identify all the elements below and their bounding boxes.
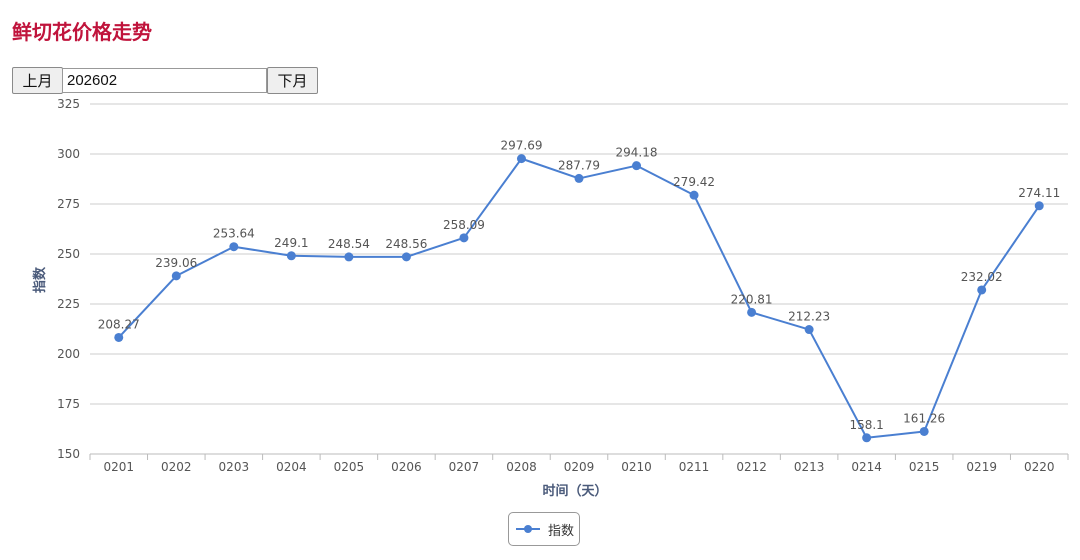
x-axis: 0201 0202 0203 0204 0205 0206 0207 0208 0209 0210… [89,453,1069,474]
data-point[interactable] [747,307,757,317]
data-label: 274.11 [1018,186,1060,200]
data-point[interactable] [286,251,296,261]
data-label: 294.18 [616,146,658,160]
data-labels: 208.27 239.06 253.64 249.1 248.54 248.56 258.0… [98,139,1060,432]
legend[interactable]: 指数 [508,512,580,546]
y-tick-label: 275 [57,197,80,211]
x-tick-label: 0205 [334,460,365,474]
data-label: 287.79 [558,158,600,172]
y-tick-label: 225 [57,297,80,311]
data-label: 158.1 [849,418,883,432]
data-label: 161.26 [903,411,945,425]
x-tick-label: 0212 [736,460,767,474]
data-label: 232.02 [961,270,1003,284]
x-tick-label: 0211 [679,460,710,474]
data-label: 253.64 [213,227,255,241]
x-tick-label: 0207 [449,460,480,474]
x-tick-label: 0220 [1024,460,1055,474]
data-label: 248.54 [328,237,370,251]
data-point[interactable] [862,433,872,443]
data-point[interactable] [574,173,584,183]
y-tick-label: 150 [57,447,80,461]
x-tick-label: 0213 [794,460,825,474]
page-title: 鲜切花价格走势 [12,20,152,44]
data-label: 258.09 [443,218,485,232]
x-tick-label: 0208 [506,460,537,474]
data-point[interactable] [401,252,411,262]
x-tick-label: 0202 [161,460,192,474]
y-tick-label: 250 [57,247,80,261]
data-point[interactable] [804,325,814,335]
data-point[interactable] [229,242,239,252]
x-tick-label: 0210 [621,460,652,474]
data-label: 279.42 [673,175,715,189]
x-tick-label: 0219 [966,460,997,474]
grid-lines [90,103,1068,455]
data-label: 248.56 [385,237,427,251]
data-point[interactable] [171,271,181,281]
data-point[interactable] [977,285,987,295]
x-tick-label: 0204 [276,460,307,474]
series-line [118,157,1041,439]
y-tick-label: 200 [57,347,80,361]
y-axis: 150 175 200 225 250 275 300 325 [57,97,80,461]
y-axis-title: 指数 [32,266,48,293]
data-point[interactable] [344,252,354,262]
x-tick-label: 0214 [851,460,882,474]
data-point[interactable] [114,332,124,342]
series-index [114,154,1044,443]
x-tick-label: 0215 [909,460,940,474]
y-tick-label: 325 [57,97,80,111]
data-point[interactable] [689,190,699,200]
data-point[interactable] [919,426,929,436]
data-label: 249.1 [274,236,308,250]
data-point[interactable] [516,154,526,164]
next-month-button[interactable]: 下月 [267,67,318,94]
x-tick-label: 0209 [564,460,595,474]
legend-label: 指数 [547,523,574,539]
data-label: 239.06 [155,256,197,270]
y-tick-label: 300 [57,147,80,161]
data-label: 297.69 [500,139,542,153]
data-point[interactable] [632,161,642,171]
month-input[interactable] [62,68,267,93]
legend-line-icon [515,525,540,533]
y-tick-label: 175 [57,397,80,411]
x-tick-label: 0201 [103,460,134,474]
x-tick-label: 0203 [219,460,250,474]
x-axis-title: 时间（天） [542,483,607,499]
prev-month-button[interactable]: 上月 [12,67,63,94]
data-label: 212.23 [788,310,830,324]
data-label: 220.81 [731,292,773,306]
x-tick-label: 0206 [391,460,422,474]
data-point[interactable] [1034,201,1044,211]
data-point[interactable] [459,233,469,243]
data-label: 208.27 [98,317,140,331]
